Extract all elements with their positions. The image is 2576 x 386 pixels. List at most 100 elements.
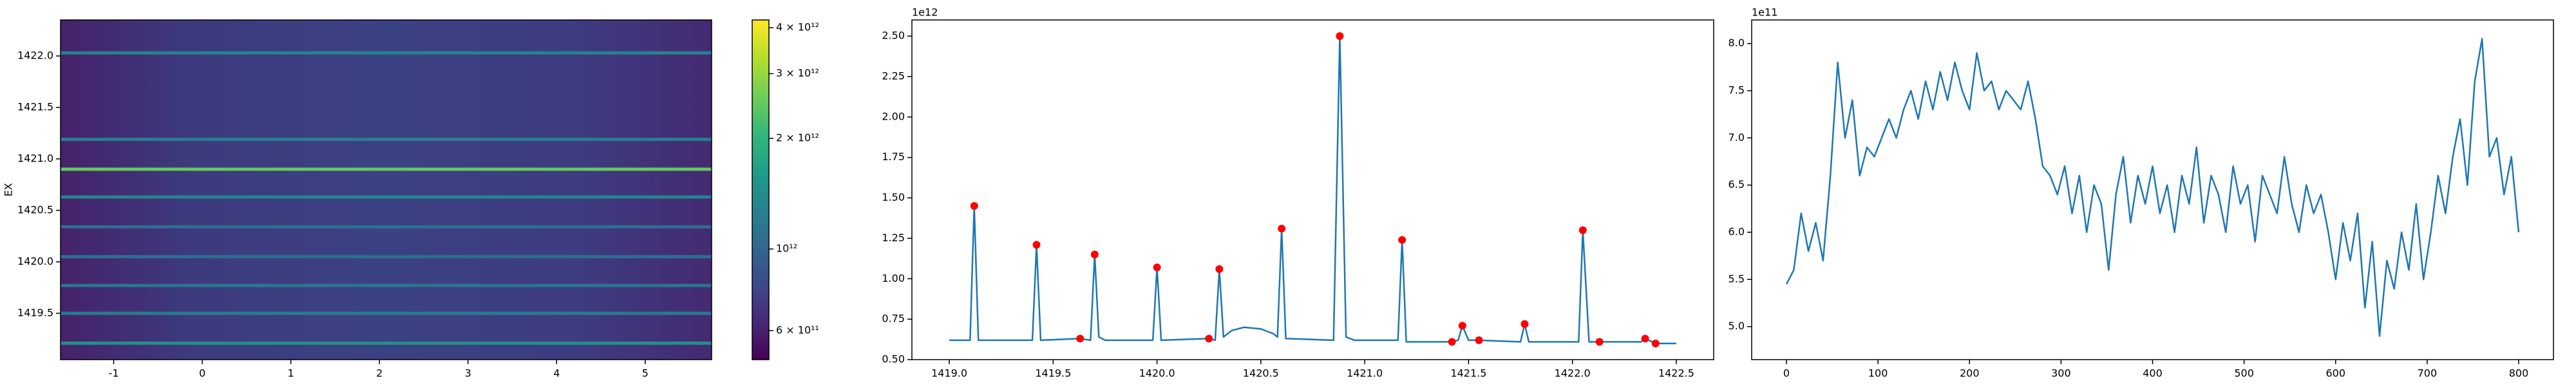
colorbar-fill [752, 93, 769, 97]
colorbar-fill [752, 195, 769, 199]
x-tick-label: 600 [2325, 367, 2345, 380]
offset-text: 1e11 [1752, 6, 1777, 19]
colorbar-fill [752, 320, 769, 324]
colorbar-fill [752, 23, 769, 26]
y-tick-label: 0.75 [882, 313, 905, 325]
colorbar-fill [752, 261, 769, 264]
peak-marker [1641, 335, 1649, 343]
colorbar-fill [752, 65, 769, 69]
colorbar-fill [752, 232, 769, 235]
colorbar-fill [752, 204, 769, 207]
colorbar-fill [752, 161, 769, 165]
colorbar-fill [752, 39, 769, 43]
colorbar-fill [752, 87, 769, 91]
peak-marker [1651, 339, 1660, 347]
heatmap-row [61, 341, 712, 345]
heatmap-row [61, 167, 712, 171]
peak-marker [1448, 338, 1456, 346]
x-tick-label: 0 [199, 367, 205, 380]
colorbar-fill [752, 246, 769, 250]
colorbar-fill [752, 340, 769, 344]
peak-marker [1090, 250, 1099, 259]
colorbar-fill [752, 150, 769, 154]
colorbar-fill [752, 164, 769, 168]
colorbar-fill [752, 42, 769, 46]
peak-marker [1595, 338, 1604, 346]
colorbar-fill [752, 249, 769, 253]
colorbar-fill [752, 172, 769, 176]
x-tick-label: 1420.5 [1243, 367, 1279, 380]
y-tick-label: 6.5 [1728, 178, 1745, 190]
colorbar-fill [752, 119, 769, 122]
colorbar-fill [752, 198, 769, 202]
colorbar-fill [752, 283, 769, 287]
colorbar-fill [752, 59, 769, 63]
x-tick-label: 2 [376, 367, 383, 380]
colorbar-fill [752, 142, 769, 145]
colorbar-fill [752, 207, 769, 210]
peak-marker [1278, 225, 1286, 233]
x-tick-label: 1419.5 [1035, 367, 1071, 380]
colorbar-fill [752, 48, 769, 51]
colorbar-fill [752, 336, 769, 340]
y-tick-label: 1420.5 [17, 204, 53, 216]
colorbar-fill [752, 91, 769, 94]
colorbar-fill [752, 37, 769, 41]
colorbar-fill [752, 226, 769, 230]
y-tick-label: 1.25 [882, 232, 905, 244]
x-tick-label: 3 [465, 367, 471, 380]
colorbar-fill [752, 342, 769, 346]
y-tick-label: 1422.0 [17, 50, 53, 62]
colorbar-fill [752, 158, 769, 162]
heatmap-row [61, 255, 712, 259]
peak-marker [1032, 241, 1041, 249]
colorbar-fill [752, 184, 769, 188]
y-tick-label: 8.0 [1728, 37, 1745, 49]
colorbar-fill [752, 235, 769, 239]
x-tick-label: 800 [2509, 367, 2529, 380]
colorbar-fill [752, 257, 769, 261]
colorbar-fill [752, 229, 769, 233]
x-tick-label: 1421.5 [1450, 367, 1486, 380]
colorbar-fill [752, 138, 769, 142]
x-tick-label: 1422.5 [1658, 367, 1694, 380]
heatmap-row [61, 311, 712, 315]
colorbar-fill [752, 152, 769, 156]
colorbar-fill [752, 314, 769, 318]
colorbar-fill [752, 124, 769, 128]
colorbar-fill [752, 306, 769, 309]
colorbar-fill [752, 286, 769, 290]
heatmap-row [61, 138, 712, 142]
colorbar-fill [752, 255, 769, 259]
y-tick-label: 1419.5 [17, 307, 53, 319]
colorbar-fill [752, 252, 769, 255]
colorbar-fill [752, 107, 769, 111]
colorbar-fill [752, 192, 769, 196]
x-tick-label: 1419.0 [931, 367, 967, 380]
colorbar-fill [752, 311, 769, 315]
colorbar-fill [752, 356, 769, 360]
offset-text: 1e12 [912, 6, 938, 19]
x-tick-label: 200 [1960, 367, 1980, 380]
colorbar-tick-label: 4 × 10¹² [776, 21, 819, 33]
y-tick-label: 7.0 [1728, 131, 1745, 143]
colorbar-fill [752, 77, 769, 80]
x-tick-label: -1 [109, 367, 119, 380]
colorbar-fill [752, 116, 769, 120]
peak-marker [1215, 265, 1224, 273]
heatmap-row [61, 195, 712, 199]
colorbar-fill [752, 178, 769, 182]
colorbar-fill [752, 354, 769, 358]
colorbar-fill [752, 68, 769, 71]
colorbar-fill [752, 271, 769, 275]
peak-marker [1578, 226, 1587, 234]
y-tick-label: 0.50 [882, 353, 905, 365]
colorbar-fill [752, 218, 769, 221]
colorbar-fill [752, 334, 769, 338]
colorbar-tick-label: 3 × 10¹² [776, 67, 819, 79]
colorbar-fill [752, 156, 769, 160]
colorbar-fill [752, 223, 769, 227]
colorbar-fill [752, 187, 769, 190]
colorbar-fill [752, 294, 769, 298]
